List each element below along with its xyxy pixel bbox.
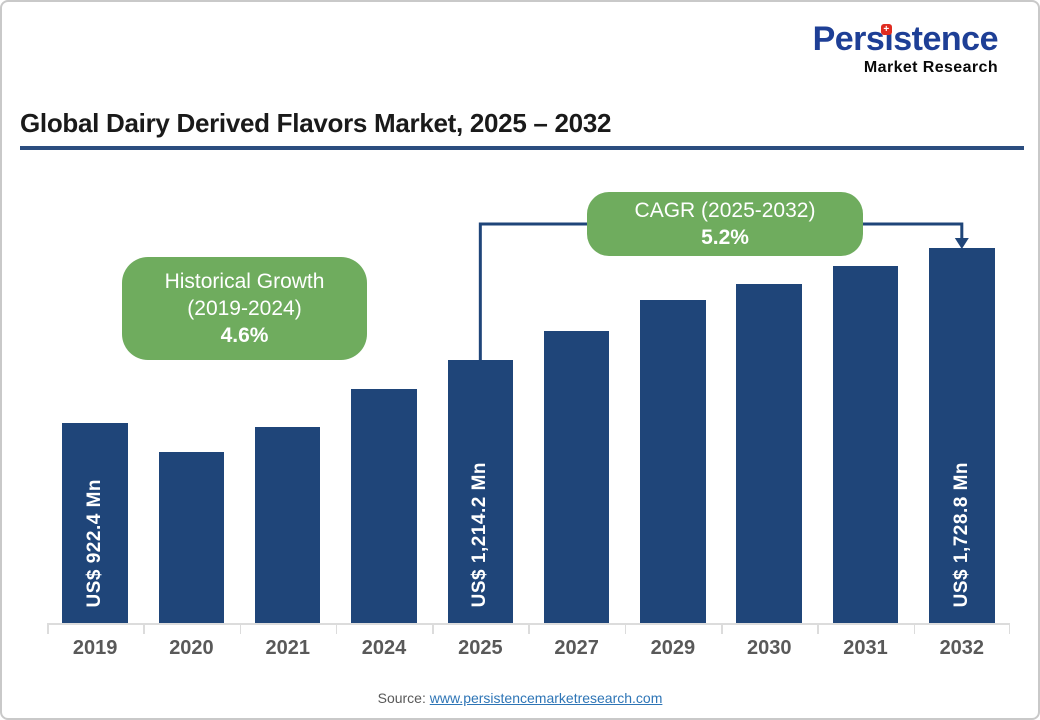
x-axis: 2019 2020 2021 2024 2025 2027 2029 2030 2031 2032 (47, 625, 1010, 669)
bar-2027 (543, 331, 610, 623)
bar-slot-2019: US$ 922.4 Mn (47, 423, 143, 623)
historical-growth-value: 4.6% (220, 324, 269, 348)
bar-2021 (255, 427, 321, 623)
bar-2032: US$ 1,728.8 Mn (929, 248, 995, 623)
x-axis-label-2032: 2032 (913, 625, 1010, 669)
logo-subtitle: Market Research (863, 58, 998, 76)
bar-slot-2021 (240, 427, 336, 623)
bar-value-label-2019: US$ 922.4 Mn (84, 478, 106, 608)
logo: Persistence + Market Research (812, 20, 999, 77)
bar-slot-2027 (528, 331, 624, 623)
chart: US$ 922.4 Mn US$ 1,214.2 Mn US$ 1,728.8 Mn… (47, 152, 1010, 672)
cagr-value: 5.2% (701, 226, 749, 249)
x-axis-label-2024: 2024 (335, 625, 432, 669)
bar-slot-2020 (143, 452, 239, 623)
x-axis-label-2021: 2021 (239, 625, 336, 669)
bar-slot-2030 (721, 284, 817, 623)
x-axis-label-2027: 2027 (528, 625, 624, 669)
x-axis-label-2020: 2020 (143, 625, 239, 669)
bar-2031 (832, 266, 899, 623)
logo-plus-icon: + (880, 24, 892, 35)
bar-slot-2025: US$ 1,214.2 Mn (432, 360, 528, 623)
cagr-line1: CAGR (2025-2032) (634, 198, 816, 222)
source-line: Source: www.persistencemarketresearch.co… (2, 690, 1038, 706)
bar-2025: US$ 1,214.2 Mn (447, 360, 514, 623)
historical-growth-callout: Historical Growth (2019-2024) 4.6% (122, 257, 367, 360)
logo-brand: Persistence + (812, 20, 999, 58)
bar-2019: US$ 922.4 Mn (62, 423, 128, 623)
cagr-callout: CAGR (2025-2032) 5.2% (587, 192, 863, 256)
source-label: Source: (377, 690, 426, 706)
title-underline (20, 146, 1024, 150)
title-block: Global Dairy Derived Flavors Market, 202… (20, 108, 1024, 150)
plot-area: US$ 922.4 Mn US$ 1,214.2 Mn US$ 1,728.8 Mn (47, 152, 1010, 625)
x-axis-label-2025: 2025 (432, 625, 528, 669)
bar-slot-2032: US$ 1,728.8 Mn (914, 248, 1010, 623)
bar-2024 (351, 389, 417, 623)
x-axis-label-2029: 2029 (624, 625, 721, 669)
source-link[interactable]: www.persistencemarketresearch.com (429, 690, 663, 706)
x-axis-label-2030: 2030 (721, 625, 817, 669)
x-axis-label-2019: 2019 (47, 625, 143, 669)
logo-brand-text: Persistence (812, 20, 999, 58)
bar-2029 (640, 300, 706, 623)
page-title: Global Dairy Derived Flavors Market, 202… (20, 108, 612, 138)
historical-growth-line1: Historical Growth (164, 269, 325, 293)
bar-slot-2024 (336, 389, 432, 623)
historical-growth-line2: (2019-2024) (187, 296, 302, 320)
x-axis-label-2031: 2031 (817, 625, 913, 669)
bar-value-label-2025: US$ 1,214.2 Mn (469, 461, 491, 607)
bar-slot-2031 (817, 266, 913, 623)
bar-slot-2029 (625, 300, 721, 623)
bar-2030 (736, 284, 802, 623)
bar-2020 (158, 452, 225, 623)
bar-value-label-2032: US$ 1,728.8 Mn (950, 461, 972, 607)
